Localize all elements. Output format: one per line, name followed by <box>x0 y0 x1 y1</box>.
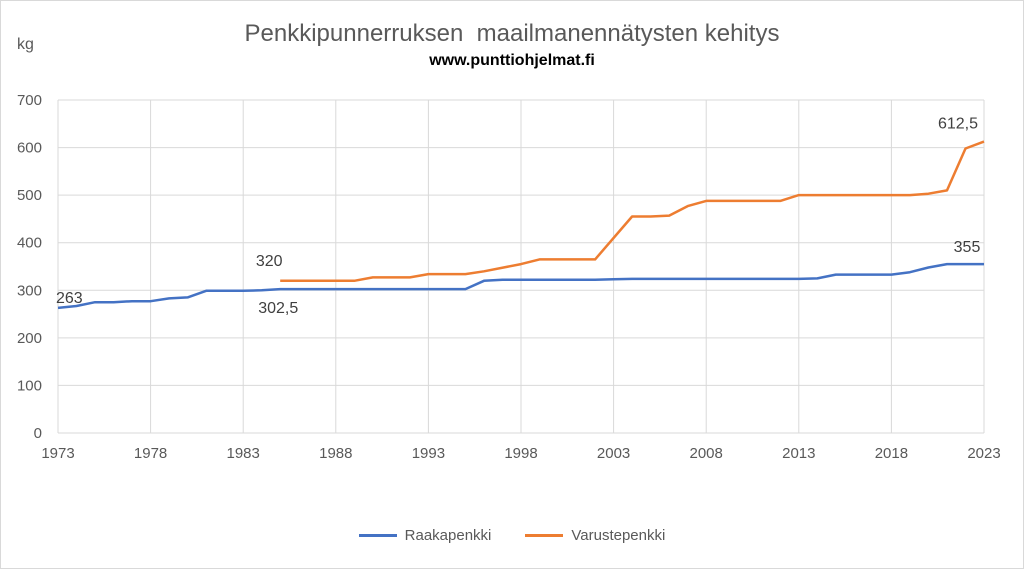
series-line-varustepenkki <box>280 140 985 283</box>
legend-label-raakapenkki: Raakapenkki <box>404 527 492 544</box>
y-tick-label: 300 <box>17 282 42 299</box>
x-tick-label: 2003 <box>597 445 630 462</box>
x-tick-label: 1983 <box>227 445 260 462</box>
chart-title: Penkkipunnerruksen maailmanennätysten ke… <box>244 20 780 47</box>
x-tick-label: 2018 <box>875 445 908 462</box>
x-tick-label: 1993 <box>412 445 445 462</box>
data-label: 263 <box>56 290 83 307</box>
legend-swatch-varustepenkki <box>525 534 564 537</box>
x-tick-label: 2008 <box>690 445 723 462</box>
legend: Raakapenkki Varustepenkki <box>0 527 1024 544</box>
y-tick-label: 700 <box>17 92 42 109</box>
x-tick-label: 1973 <box>41 445 74 462</box>
y-tick-label: 0 <box>34 425 42 442</box>
y-axis-label: kg <box>17 36 34 53</box>
data-label: 355 <box>954 239 981 256</box>
y-tick-label: 400 <box>17 235 42 252</box>
x-tick-label: 1988 <box>319 445 352 462</box>
y-tick-label: 200 <box>17 330 42 347</box>
y-tick-label: 500 <box>17 187 42 204</box>
data-label: 302,5 <box>258 300 298 317</box>
legend-item-raakapenkki: Raakapenkki <box>358 527 492 544</box>
series-line-raakapenkki <box>57 262 984 310</box>
y-tick-label: 100 <box>17 377 42 394</box>
y-tick-label: 600 <box>17 140 42 157</box>
legend-label-varustepenkki: Varustepenkki <box>571 527 666 544</box>
x-tick-label: 2013 <box>782 445 815 462</box>
x-tick-label: 1978 <box>134 445 167 462</box>
x-tick-label: 2023 <box>967 445 1000 462</box>
x-tick-label: 1998 <box>504 445 537 462</box>
legend-swatch-raakapenkki <box>358 534 397 537</box>
data-label: 320 <box>256 253 283 270</box>
legend-item-varustepenkki: Varustepenkki <box>525 527 665 544</box>
chart-subtitle: www.punttiohjelmat.fi <box>429 52 595 69</box>
data-label: 612,5 <box>938 116 978 133</box>
